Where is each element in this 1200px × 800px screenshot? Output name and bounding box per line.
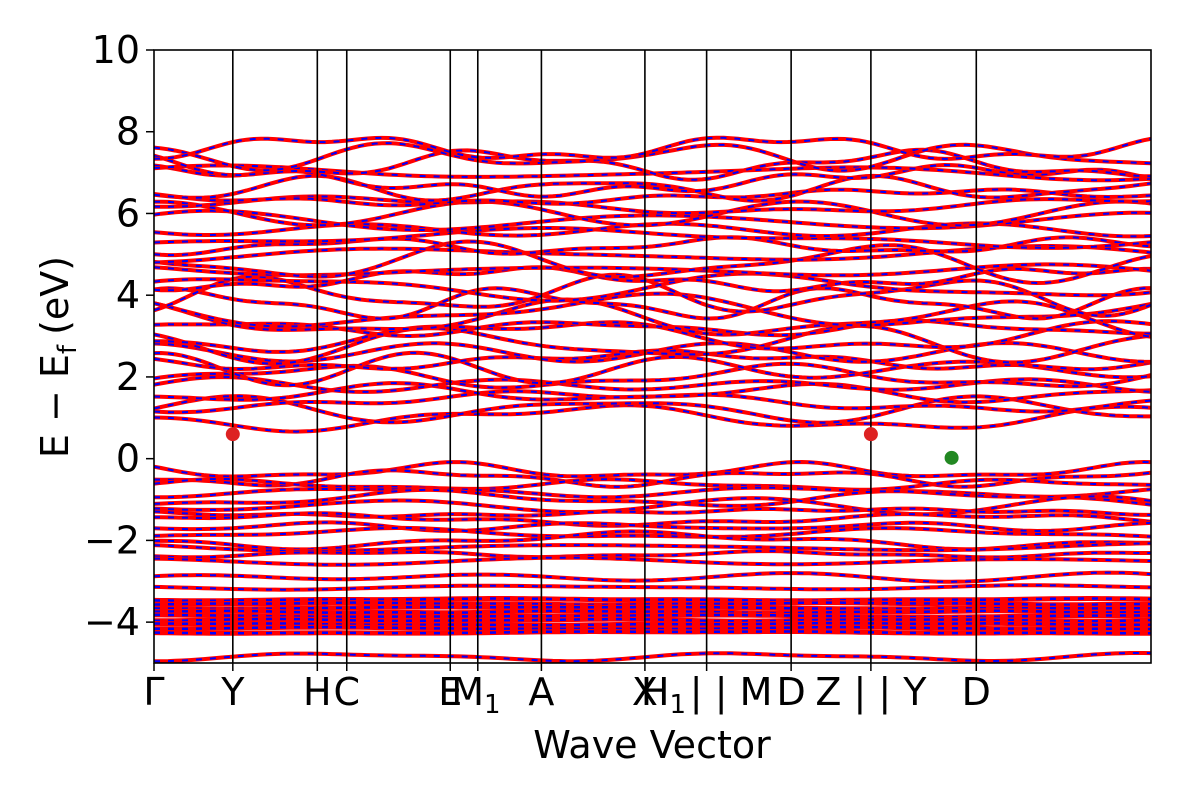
band-spin-up bbox=[154, 555, 1151, 567]
extremum-marker bbox=[225, 427, 240, 442]
band-spin-up bbox=[154, 596, 1151, 604]
band-spin-down bbox=[154, 621, 1151, 627]
y-axis-label-sub: f bbox=[53, 344, 83, 354]
band-spin-down bbox=[154, 512, 1151, 527]
band-spin-up bbox=[154, 194, 1151, 216]
y-tick-label: 4 bbox=[116, 273, 140, 317]
band-spin-down bbox=[154, 652, 1151, 663]
band-spin-down bbox=[154, 609, 1151, 615]
band-spin-up bbox=[154, 468, 1151, 489]
band-spin-down bbox=[154, 584, 1151, 591]
y-tick-label: −2 bbox=[84, 518, 140, 562]
y-axis-label-main: E − E bbox=[33, 354, 77, 458]
band-spin-down bbox=[154, 292, 1151, 328]
y-tick-label: 6 bbox=[116, 191, 140, 235]
y-axis-ticks: 10 8 6 4 2 0 −2 −4 bbox=[84, 28, 154, 644]
band-spin-up bbox=[154, 629, 1151, 636]
band-spin-down bbox=[154, 240, 1151, 285]
plot-frame bbox=[153, 49, 1152, 664]
band-spin-up bbox=[154, 520, 1151, 534]
band-spin-down bbox=[154, 526, 1151, 538]
band-spin-down bbox=[154, 630, 1151, 635]
band-spin-up bbox=[154, 583, 1151, 592]
band-spin-up bbox=[154, 477, 1151, 492]
x-tick-label: E bbox=[438, 670, 462, 714]
x-tick-label: X bbox=[632, 670, 658, 714]
band-spin-up bbox=[154, 459, 1151, 479]
band-spin-down bbox=[154, 164, 1151, 182]
band-spin-up bbox=[154, 361, 1151, 390]
band-spin-down bbox=[154, 263, 1151, 277]
extrema-markers bbox=[225, 427, 959, 465]
band-spin-down bbox=[154, 556, 1151, 566]
band-lines bbox=[154, 135, 1151, 663]
band-spin-up bbox=[154, 141, 1151, 173]
y-tick-label: −4 bbox=[84, 600, 140, 644]
band-spin-down bbox=[154, 148, 1151, 181]
band-spin-up bbox=[154, 608, 1151, 616]
band-spin-down bbox=[154, 298, 1151, 338]
y-axis-label: E − Ef (eV) bbox=[33, 256, 83, 458]
band-spin-down bbox=[154, 507, 1151, 518]
y-tick-label: 0 bbox=[116, 437, 140, 481]
y-axis-label-unit: (eV) bbox=[33, 256, 77, 335]
band-spin-up bbox=[154, 541, 1151, 554]
x-tick-label: Z | | Y bbox=[815, 670, 927, 715]
band-spin-down bbox=[154, 227, 1151, 249]
x-tick-label: H bbox=[303, 670, 332, 714]
band-spin-down bbox=[154, 571, 1151, 583]
band-spin-up bbox=[154, 381, 1151, 405]
band-spin-up bbox=[154, 403, 1151, 434]
band-spin-up bbox=[154, 187, 1151, 208]
x-tick-label: A bbox=[528, 670, 554, 714]
band-spin-down bbox=[154, 142, 1151, 172]
x-tick-label: H1 | | M bbox=[641, 670, 773, 720]
band-spin-down bbox=[154, 617, 1151, 623]
extremum-marker bbox=[863, 427, 878, 442]
band-spin-down bbox=[154, 200, 1151, 227]
band-spin-up bbox=[154, 616, 1151, 624]
x-tick-label: C bbox=[333, 670, 360, 714]
band-spin-down bbox=[154, 324, 1151, 365]
band-spin-down bbox=[154, 287, 1151, 320]
band-spin-up bbox=[154, 624, 1151, 632]
band-spin-down bbox=[154, 613, 1151, 619]
high-symmetry-lines bbox=[153, 50, 978, 671]
x-tick-label: D bbox=[962, 670, 991, 714]
band-spin-down bbox=[154, 351, 1151, 387]
band-spin-up bbox=[154, 235, 1151, 258]
band-spin-down bbox=[154, 601, 1151, 607]
y-tick-label: 8 bbox=[116, 110, 140, 154]
x-tick-label: M1 bbox=[451, 670, 504, 720]
band-spin-up bbox=[154, 549, 1151, 560]
band-spin-down bbox=[154, 625, 1151, 631]
band-spin-down bbox=[154, 542, 1151, 553]
band-spin-down bbox=[154, 597, 1151, 603]
band-spin-down bbox=[154, 605, 1151, 611]
x-tick-label: Y bbox=[220, 670, 245, 714]
band-spin-up bbox=[154, 162, 1151, 199]
band-spin-up bbox=[154, 651, 1151, 663]
band-spin-up bbox=[154, 494, 1151, 517]
y-tick-label: 2 bbox=[116, 355, 140, 399]
band-spin-down bbox=[154, 136, 1151, 160]
x-tick-label: D bbox=[776, 670, 805, 714]
x-tick-label: Γ bbox=[143, 670, 164, 714]
extremum-marker bbox=[944, 450, 959, 465]
y-tick-label: 10 bbox=[92, 28, 140, 72]
band-spin-up bbox=[154, 570, 1151, 584]
band-spin-up bbox=[154, 487, 1151, 508]
band-spin-up bbox=[154, 600, 1151, 608]
x-axis-label: Wave Vector bbox=[533, 723, 771, 767]
band-spin-down bbox=[154, 395, 1151, 424]
band-spin-up bbox=[154, 271, 1151, 303]
